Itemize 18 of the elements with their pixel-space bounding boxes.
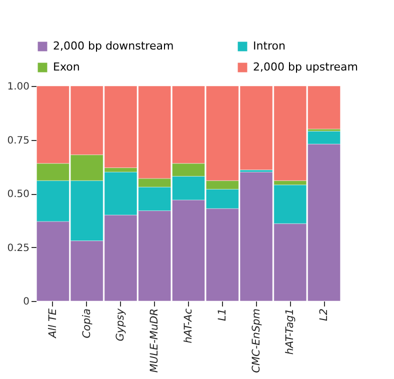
y-tick-label: 0.25	[7, 242, 30, 254]
x-tick-label: L2	[318, 308, 330, 322]
y-tick-label: 0.75	[7, 135, 30, 146]
legend-label: 2,000 bp downstream	[53, 40, 174, 53]
y-tick-label: 1.00	[7, 82, 30, 92]
x-tick-label: CMC-EnSpm	[250, 308, 262, 373]
x-tick-label: Gypsy	[114, 308, 127, 342]
x-tick-label: All TE	[46, 308, 59, 339]
x-tick-label: hAT-Tag1	[284, 308, 296, 355]
y-tick-label: 0.50	[7, 189, 30, 200]
legend-label: Intron	[253, 40, 286, 53]
x-tick-label: L1	[216, 308, 228, 322]
x-tick-label: hAT-Ac	[182, 308, 194, 344]
x-tick-label: Copia	[80, 308, 93, 338]
legend-label: Exon	[53, 60, 80, 74]
legend-label: 2,000 bp upstream	[253, 60, 358, 74]
x-tick-label: MULE-MuDR	[148, 308, 161, 373]
y-tick-label: 0	[23, 296, 30, 308]
